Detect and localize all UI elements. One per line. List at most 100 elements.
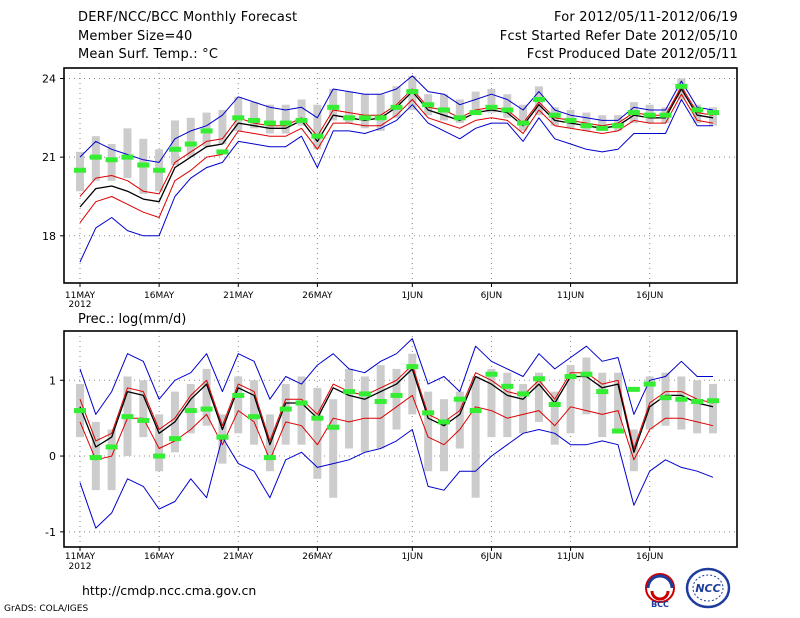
ncc-logo: NCC xyxy=(685,567,731,609)
prec-plot-frame xyxy=(63,330,738,548)
temp-xtick-label: 16JUN xyxy=(636,291,663,301)
temp-median-marker xyxy=(437,107,450,113)
temp-median-marker xyxy=(153,167,166,173)
refer-date: Fcst Started Refer Date 2012/05/10 xyxy=(499,29,738,44)
prec-xtick-label: 16JUN xyxy=(636,552,663,562)
temp-median-marker xyxy=(295,117,308,123)
temp-box xyxy=(376,94,385,131)
temp-box xyxy=(709,107,717,126)
prec-median-marker xyxy=(374,398,387,404)
temp-plot-frame xyxy=(63,67,738,284)
temp-ytick-label: 18 xyxy=(42,230,56,243)
prec-median-marker xyxy=(279,406,292,412)
prec-median-marker xyxy=(232,392,245,398)
prec-median-marker xyxy=(437,419,450,425)
prec-median-marker xyxy=(295,400,308,406)
produced-date: Fcst Produced Date 2012/05/11 xyxy=(526,47,738,62)
bcc-logo: BCC xyxy=(645,573,675,609)
prec-box xyxy=(155,414,164,472)
temp-median-marker xyxy=(184,141,197,147)
prec-line-spread-low xyxy=(79,394,714,461)
temp-box xyxy=(360,94,369,129)
temp-xtick-label: 16MAY xyxy=(144,291,175,301)
temp-median-marker xyxy=(200,128,213,134)
prec-median-marker xyxy=(153,453,166,459)
temp-median-marker xyxy=(406,89,419,95)
temp-box xyxy=(107,144,116,181)
temp-box xyxy=(693,104,702,124)
prec-median-marker xyxy=(327,424,340,430)
temp-box xyxy=(329,88,338,121)
temp-median-marker xyxy=(517,120,530,126)
prec-median-marker xyxy=(358,391,371,397)
prec-xtick-label: 26MAY xyxy=(302,552,333,562)
temp-box xyxy=(297,99,306,126)
forecast-period: For 2012/05/11-2012/06/19 xyxy=(554,10,738,25)
temp-median-marker xyxy=(279,120,292,126)
prec-box xyxy=(234,376,243,434)
temp-median-marker xyxy=(248,117,261,123)
temp-box xyxy=(218,109,227,145)
source-url[interactable]: http://cmdp.ncc.cma.gov.cn xyxy=(82,583,257,598)
prec-box xyxy=(709,384,717,434)
prec-median-marker xyxy=(453,396,466,402)
prec-median-marker xyxy=(485,371,498,377)
prec-box xyxy=(139,380,148,438)
temp-median-marker xyxy=(548,112,561,118)
prec-ytick-label: 1 xyxy=(49,374,56,387)
prec-median-marker xyxy=(390,392,403,398)
temp-xtick-label: 1JUN xyxy=(401,291,423,301)
prec-median-marker xyxy=(343,389,356,395)
temp-median-marker xyxy=(105,157,118,163)
prec-box xyxy=(424,391,433,472)
prec-median-marker xyxy=(580,371,593,377)
chart-title: DERF/NCC/BCC Monthly Forecast xyxy=(78,10,298,25)
prec-xtick-label: 11JUN xyxy=(557,552,584,562)
prec-box xyxy=(582,357,591,415)
prec-median-marker xyxy=(596,389,609,395)
temp-median-marker xyxy=(627,110,640,116)
temp-line-spread-low xyxy=(79,93,714,224)
prec-median-marker xyxy=(406,364,419,370)
prec-median-marker xyxy=(532,376,545,382)
temp-xtick-label: 6JUN xyxy=(481,291,503,301)
prec-box xyxy=(408,353,417,415)
grads-credit: GrADS: COLA/IGES xyxy=(4,604,89,614)
temp-line-spread-high xyxy=(79,85,714,197)
prec-box xyxy=(107,429,116,491)
prec-median-marker xyxy=(168,436,181,442)
prec-year-label: 2012 xyxy=(69,562,92,572)
temp-box xyxy=(519,104,528,131)
temp-median-marker xyxy=(501,107,514,113)
prec-box xyxy=(392,368,401,430)
prec-box xyxy=(519,384,528,434)
prec-line-spread-high xyxy=(79,364,714,449)
temp-median-marker xyxy=(596,125,609,131)
prec-median-marker xyxy=(643,381,656,387)
prec-median-marker xyxy=(311,415,324,421)
prec-box xyxy=(281,384,290,445)
temp-median-marker xyxy=(532,96,545,102)
prec-box xyxy=(503,372,512,438)
temp-line-max xyxy=(79,75,714,163)
temp-median-marker xyxy=(643,112,656,118)
temp-line-min xyxy=(79,99,713,263)
temp-median-marker xyxy=(707,110,719,116)
temp-median-marker xyxy=(469,110,482,116)
temp-xtick-label: 26MAY xyxy=(302,291,333,301)
variable-label: Mean Surf. Temp.: °C xyxy=(78,47,219,62)
temp-median-marker xyxy=(89,154,102,160)
prec-line-mean xyxy=(79,368,714,453)
prec-box xyxy=(455,391,464,449)
prec-median-marker xyxy=(675,396,688,402)
temp-median-marker xyxy=(691,107,704,113)
temp-median-marker xyxy=(343,115,356,121)
prec-box xyxy=(297,376,306,445)
temp-median-marker xyxy=(263,120,276,126)
prec-line-max xyxy=(79,338,713,415)
temp-median-marker xyxy=(564,117,577,123)
prec-median-marker xyxy=(74,408,86,414)
temp-median-marker xyxy=(232,115,245,121)
ncc-logo-text: NCC xyxy=(695,582,720,595)
